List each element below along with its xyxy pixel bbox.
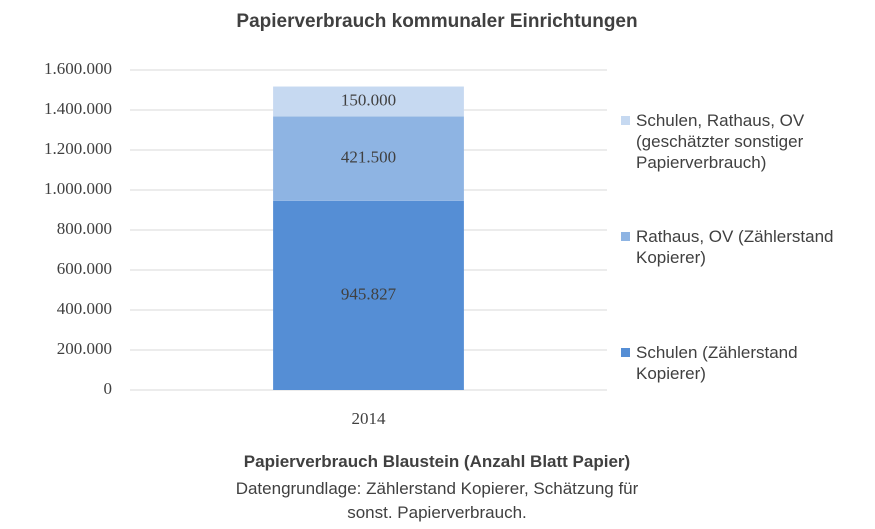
bar-segment bbox=[273, 116, 464, 201]
y-tick-label: 1.600.000 bbox=[44, 59, 112, 78]
y-tick-label: 600.000 bbox=[57, 259, 112, 278]
legend-swatch bbox=[621, 116, 630, 125]
y-tick-label: 800.000 bbox=[57, 219, 112, 238]
data-label: 421.500 bbox=[341, 148, 396, 167]
legend-label: Schulen, Rathaus, OV (geschätzter sonsti… bbox=[636, 111, 805, 172]
chart-title: Papierverbrauch kommunaler Einrichtungen bbox=[236, 11, 637, 32]
legend-swatch bbox=[621, 348, 630, 357]
legend-entry: Schulen, Rathaus, OV (geschätzter sonsti… bbox=[621, 110, 871, 173]
legend-swatch bbox=[621, 232, 630, 241]
legend-entry: Rathaus, OV (Zählerstand Kopierer) bbox=[621, 226, 871, 268]
legend-label: Rathaus, OV (Zählerstand Kopierer) bbox=[636, 227, 834, 267]
y-tick-label: 1.000.000 bbox=[44, 179, 112, 198]
y-tick-label: 1.200.000 bbox=[44, 139, 112, 158]
y-tick-label: 1.400.000 bbox=[44, 99, 112, 118]
legend-label: Schulen (Zählerstand Kopierer) bbox=[636, 343, 798, 383]
y-tick-label: 200.000 bbox=[57, 339, 112, 358]
x-axis-title: Papierverbrauch Blaustein (Anzahl Blatt … bbox=[243, 452, 631, 471]
data-label: 945.827 bbox=[341, 284, 397, 303]
legend-entry: Schulen (Zählerstand Kopierer) bbox=[621, 342, 871, 384]
data-label: 150.000 bbox=[341, 90, 396, 109]
bar-segment bbox=[273, 200, 464, 390]
x-tick-label: 2014 bbox=[352, 409, 387, 428]
y-tick-label: 0 bbox=[104, 379, 113, 398]
bar-segment bbox=[273, 86, 464, 117]
note: Datengrundlage: Zählerstand Kopierer, Sc… bbox=[235, 479, 639, 522]
y-tick-label: 400.000 bbox=[57, 299, 112, 318]
